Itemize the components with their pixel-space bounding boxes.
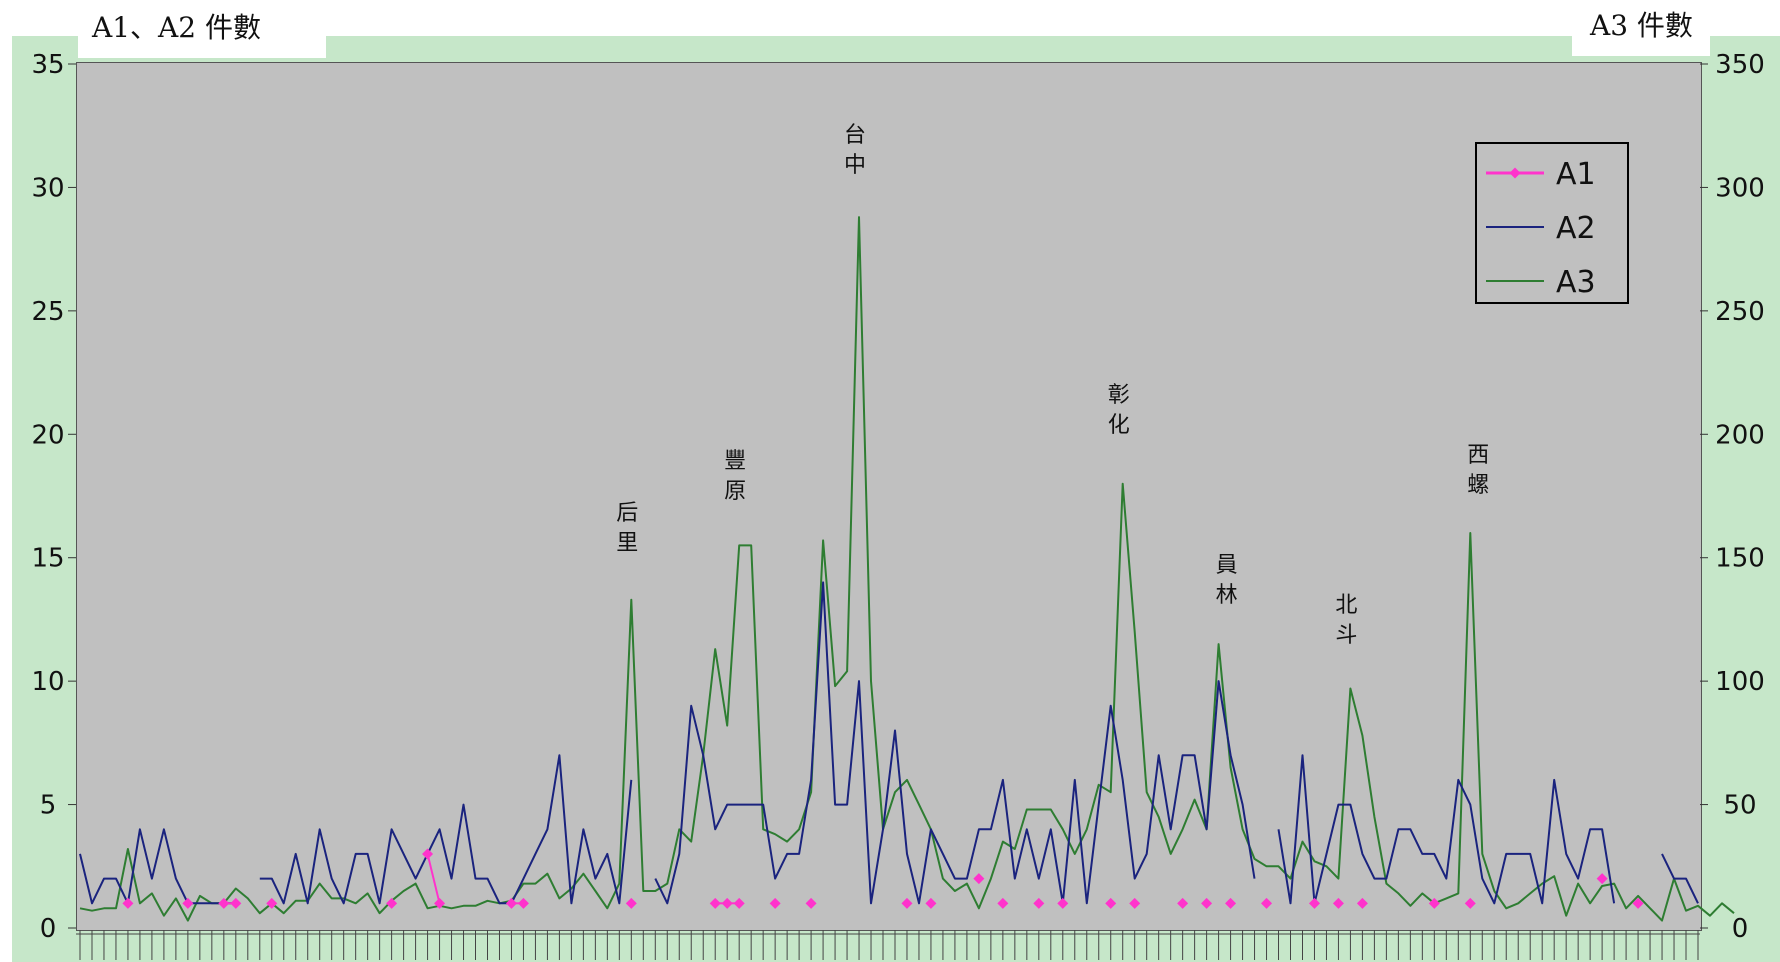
left-tick-label: 0 [40,914,57,944]
series-a1-point [709,897,721,909]
series-a1-point [1356,897,1368,909]
peak-annotation: 台 [844,123,866,148]
series-a1-point [434,897,446,909]
left-tick-label: 10 [31,667,64,697]
peak-annotation: 員 [1216,553,1238,578]
series-a1-point [1105,897,1117,909]
series-a1-point [1308,897,1320,909]
peak-annotation: 北 [1335,593,1357,618]
right-tick-label: 150 [1715,544,1765,574]
series-a1-point [1225,897,1237,909]
series-a1-point [901,897,913,909]
right-tick-label: 100 [1715,667,1765,697]
series-a1-point [1177,897,1189,909]
series-a1-point [1129,897,1141,909]
right-tick-label: 300 [1715,173,1765,203]
series-a2-line [79,581,1699,905]
series-a1-point [1596,873,1608,885]
legend-label: A2 [1556,211,1596,246]
peak-annotation: 化 [1108,413,1130,438]
series-a1-point [997,897,1009,909]
peak-annotation: 后 [616,501,638,526]
series-a1-point [182,897,194,909]
peak-annotation: 原 [724,479,746,504]
series-a1-point [1332,897,1344,909]
right-tick-label: 200 [1715,420,1765,450]
peak-annotation: 中 [844,153,866,178]
series-a1-point [386,897,398,909]
right-tick-label: 50 [1723,791,1756,821]
series-a1-segment [426,853,441,904]
series-a1-point [769,897,781,909]
peak-annotation: 豐 [724,449,746,474]
left-tick-label: 5 [40,791,57,821]
legend-marker [1509,167,1521,179]
series-a1-point [1033,897,1045,909]
left-tick-label: 15 [31,544,64,574]
series-a1-point [517,897,529,909]
right-tick-label: 250 [1715,297,1765,327]
series-a1-point [230,897,242,909]
peak-annotation: 里 [616,531,638,556]
series-a3-line [79,216,1735,922]
peak-annotation: 林 [1216,583,1238,608]
series-a1-point [625,897,637,909]
series-a1-point [805,897,817,909]
series-a1-point [733,897,745,909]
series-a1-point [1261,897,1273,909]
right-tick-label: 0 [1732,914,1749,944]
left-tick-label: 20 [31,420,64,450]
peak-annotation: 斗 [1335,623,1357,648]
left-tick-label: 35 [31,50,64,80]
peak-annotation: 彰 [1108,383,1130,408]
series-a1-point [505,897,517,909]
left-tick-label: 25 [31,297,64,327]
series-a1-point [422,848,434,860]
series-a1-point [1201,897,1213,909]
legend-label: A3 [1556,265,1596,300]
right-axis-title: A3 件數 [1572,0,1710,56]
legend-box [1475,142,1629,304]
right-tick-label: 350 [1715,50,1765,80]
series-a1-point [925,897,937,909]
legend-label: A1 [1556,157,1596,192]
peak-annotation: 螺 [1467,473,1489,498]
series-a1-point [1632,897,1644,909]
series-a1-point [973,873,985,885]
series-a1-point [266,897,278,909]
series-a1-point [122,897,134,909]
series-a1-point [1464,897,1476,909]
series-a1-point [218,897,230,909]
left-tick-label: 30 [31,173,64,203]
peak-annotation: 西 [1467,443,1489,468]
series-a1-point [1057,897,1069,909]
left-axis-title: A1、A2 件數 [78,0,326,58]
series-a1-point [721,897,733,909]
series-a1-point [1428,897,1440,909]
